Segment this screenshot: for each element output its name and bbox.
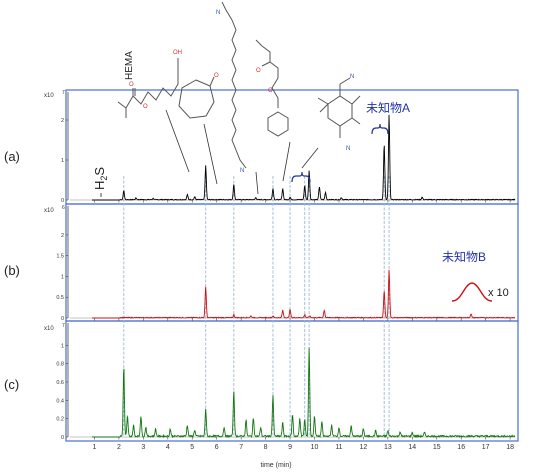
structure-hema-icon: O O OH <box>117 50 182 118</box>
panel-label-a: (a) <box>4 149 20 164</box>
x-axis: 1 2 3 4 5 6 7 8 9 10 11 12 13 14 15 16 17 18 <box>92 200 514 451</box>
h2s-label: H2S <box>92 167 109 190</box>
unknown-a-label: 未知物A <box>366 101 410 115</box>
x-tick-label: 8 <box>264 444 268 451</box>
unknown-b-inset-peak <box>451 282 493 302</box>
x-axis-label: time (min) <box>260 462 291 469</box>
svg-text:O: O <box>143 104 148 110</box>
multiplier-c: x10 <box>44 326 54 332</box>
y-tick-label: 1.5 <box>56 254 64 260</box>
y-tick-label: 0.4 <box>56 398 64 404</box>
ipdi-bracket <box>291 171 311 183</box>
panel-frames <box>65 89 519 442</box>
y-tick-label: 0 <box>61 435 64 441</box>
x-tick-label: 15 <box>433 444 441 451</box>
structure-phenoxyethyl-acrylate-icon: O O <box>255 39 289 137</box>
unknown-b-label: 未知物B <box>442 250 486 264</box>
y-tick-label: 0.2 <box>56 417 64 423</box>
x-tick-label: 14 <box>408 444 416 451</box>
multiplier-b: x10 <box>44 208 54 214</box>
inset-scale-label: x 10 <box>488 287 509 299</box>
x-tick-label: 11 <box>335 444 342 451</box>
trace-a <box>92 114 516 201</box>
unknown-a-bracket <box>371 123 389 135</box>
y-tick-label: 1 <box>61 274 64 280</box>
y-tick-label: 0.8 <box>56 362 64 368</box>
svg-text:O: O <box>214 73 219 79</box>
y-tick-label: 0.6 <box>56 380 64 386</box>
svg-text:O: O <box>129 82 134 88</box>
svg-text:OH: OH <box>173 50 182 56</box>
y-tick-label: 2 <box>61 233 64 239</box>
y-tick-label: 1 <box>61 343 64 349</box>
retention-markers <box>123 176 390 437</box>
multiplier-c-exp: 7 <box>62 323 65 329</box>
svg-text:O: O <box>268 88 273 94</box>
x-tick-label: 12 <box>360 444 368 451</box>
svg-text:N: N <box>216 10 220 16</box>
x-tick-label: 6 <box>215 444 219 451</box>
x-tick-label: 7 <box>239 444 243 451</box>
y-tick-label: 0.5 <box>56 295 64 301</box>
multiplier-b-exp: 6 <box>62 205 65 211</box>
ipdi-pointer <box>301 147 319 169</box>
caprolactone-pointer <box>203 123 218 185</box>
structure-ipdi-icon: N N <box>317 74 361 152</box>
svg-text:N: N <box>350 74 354 80</box>
multiplier-a: x10 <box>44 93 54 99</box>
x-tick-label: 16 <box>457 444 465 451</box>
trace-c <box>92 347 516 439</box>
structure-diisocyanate-icon: N N <box>216 1 247 174</box>
x-tick-label: 10 <box>311 444 319 451</box>
y-tick-label: 2 <box>61 118 64 124</box>
trace-b <box>92 269 516 319</box>
x-tick-label: 17 <box>482 444 490 451</box>
svg-text:N: N <box>346 146 350 152</box>
y-axes: 2 1 0 2 1.5 1 0.5 0 1 0.8 0.6 0.4 0.2 0 <box>56 92 69 441</box>
x-tick-label: 5 <box>190 444 194 451</box>
structure-caprolactone-icon: O <box>178 73 219 119</box>
diisocyanate-pointer <box>255 171 259 195</box>
y-tick-label: 1 <box>61 158 64 164</box>
x-tick-label: 3 <box>141 444 145 451</box>
panel-label-b: (b) <box>4 263 20 278</box>
hema-label: HEMA <box>124 51 135 80</box>
panel-c-frame <box>65 320 519 442</box>
svg-text:N: N <box>240 168 244 174</box>
y-tick-label: 0 <box>61 316 64 322</box>
y-tick-label: 0 <box>61 198 64 204</box>
x-tick-label: 2 <box>117 444 121 451</box>
x-tick-label: 9 <box>288 444 292 451</box>
phenoxyethyl-pointer <box>282 141 291 182</box>
multiplier-a-exp: 7 <box>62 90 65 96</box>
svg-text:O: O <box>256 68 261 74</box>
panel-a-frame <box>65 89 519 205</box>
x-tick-label: 13 <box>384 444 392 451</box>
panel-label-c: (c) <box>4 377 19 392</box>
traces <box>70 114 516 439</box>
x-tick-label: 18 <box>506 444 514 451</box>
hema-pointer <box>165 109 190 173</box>
x-tick-label: 4 <box>166 444 170 451</box>
x-tick-label: 1 <box>92 444 96 451</box>
